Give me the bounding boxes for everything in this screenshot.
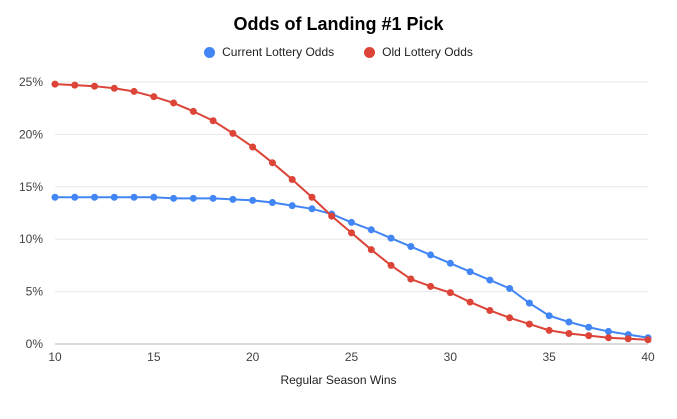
- data-point[interactable]: [585, 323, 593, 331]
- data-point[interactable]: [150, 93, 158, 101]
- data-point[interactable]: [268, 159, 276, 167]
- y-tick-label: 25%: [19, 75, 43, 89]
- data-point[interactable]: [506, 314, 514, 322]
- data-point[interactable]: [466, 298, 474, 306]
- data-point[interactable]: [486, 276, 494, 284]
- legend-dot-icon: [364, 46, 376, 58]
- data-point[interactable]: [130, 193, 138, 201]
- legend-label: Old Lottery Odds: [382, 45, 473, 59]
- data-point[interactable]: [110, 193, 118, 201]
- data-point[interactable]: [288, 175, 296, 183]
- data-point[interactable]: [71, 193, 79, 201]
- data-point[interactable]: [446, 289, 454, 297]
- data-point[interactable]: [249, 196, 257, 204]
- data-point[interactable]: [427, 282, 435, 290]
- data-point[interactable]: [506, 284, 514, 292]
- legend-item-old-lottery-odds[interactable]: Old Lottery Odds: [364, 45, 473, 59]
- data-point[interactable]: [91, 193, 99, 201]
- data-point[interactable]: [387, 261, 395, 269]
- data-point[interactable]: [624, 335, 632, 343]
- data-point[interactable]: [189, 107, 197, 115]
- data-point[interactable]: [209, 194, 217, 202]
- chart-legend: Current Lottery Odds Old Lottery Odds: [0, 44, 677, 60]
- y-tick-label: 5%: [26, 285, 44, 299]
- y-tick-label: 10%: [19, 232, 43, 246]
- data-point[interactable]: [110, 84, 118, 92]
- data-point[interactable]: [348, 229, 355, 237]
- data-point[interactable]: [170, 99, 178, 107]
- data-point[interactable]: [545, 326, 553, 334]
- data-point[interactable]: [170, 194, 178, 202]
- data-point[interactable]: [328, 212, 336, 220]
- data-point[interactable]: [367, 226, 375, 234]
- series-line-old-lottery-odds: [54, 83, 649, 341]
- x-axis-title: Regular Season Wins: [280, 373, 397, 387]
- data-point[interactable]: [565, 318, 573, 326]
- data-point[interactable]: [525, 320, 533, 328]
- x-tick-label: 25: [345, 350, 359, 364]
- x-tick-label: 40: [641, 350, 655, 364]
- data-point[interactable]: [150, 193, 158, 201]
- data-point[interactable]: [51, 193, 59, 201]
- data-point[interactable]: [189, 194, 197, 202]
- data-point[interactable]: [51, 80, 59, 88]
- legend-dot-icon: [204, 46, 216, 58]
- data-point[interactable]: [604, 327, 612, 335]
- data-point[interactable]: [407, 275, 415, 283]
- y-tick-label: 15%: [19, 180, 43, 194]
- x-tick-label: 10: [48, 350, 62, 364]
- data-point[interactable]: [565, 330, 573, 338]
- data-point[interactable]: [209, 117, 217, 125]
- data-point[interactable]: [387, 234, 395, 242]
- data-point[interactable]: [268, 199, 276, 207]
- data-point[interactable]: [229, 195, 237, 203]
- data-point[interactable]: [585, 332, 593, 340]
- legend-label: Current Lottery Odds: [222, 45, 335, 59]
- chart-title: Odds of Landing #1 Pick: [233, 14, 444, 34]
- x-tick-label: 30: [444, 350, 458, 364]
- data-point[interactable]: [486, 306, 494, 314]
- legend-item-current-lottery-odds[interactable]: Current Lottery Odds: [204, 45, 334, 59]
- y-tick-label: 20%: [19, 127, 43, 141]
- data-point[interactable]: [407, 243, 415, 251]
- data-point[interactable]: [229, 129, 237, 137]
- chart-canvas: 0% 5% 10% 15% 20% 25% 10 15 20 25 30 35 40: [19, 75, 655, 364]
- data-point[interactable]: [130, 87, 138, 95]
- data-point[interactable]: [367, 246, 375, 254]
- data-point[interactable]: [348, 218, 355, 226]
- x-tick-label: 20: [246, 350, 260, 364]
- x-tick-label: 35: [542, 350, 556, 364]
- data-point[interactable]: [466, 268, 474, 276]
- data-point[interactable]: [644, 336, 652, 344]
- data-point[interactable]: [308, 193, 316, 201]
- data-point[interactable]: [427, 251, 435, 259]
- data-point[interactable]: [525, 299, 533, 307]
- data-point[interactable]: [71, 81, 79, 89]
- data-point[interactable]: [446, 259, 454, 267]
- data-point[interactable]: [288, 202, 296, 210]
- y-tick-label: 0%: [26, 337, 44, 351]
- series-line-current-lottery-odds: [54, 196, 649, 339]
- x-tick-label: 15: [147, 350, 161, 364]
- data-point[interactable]: [91, 82, 99, 90]
- data-point[interactable]: [249, 143, 257, 151]
- data-point[interactable]: [545, 312, 553, 320]
- data-point[interactable]: [604, 334, 612, 342]
- data-point[interactable]: [308, 205, 316, 213]
